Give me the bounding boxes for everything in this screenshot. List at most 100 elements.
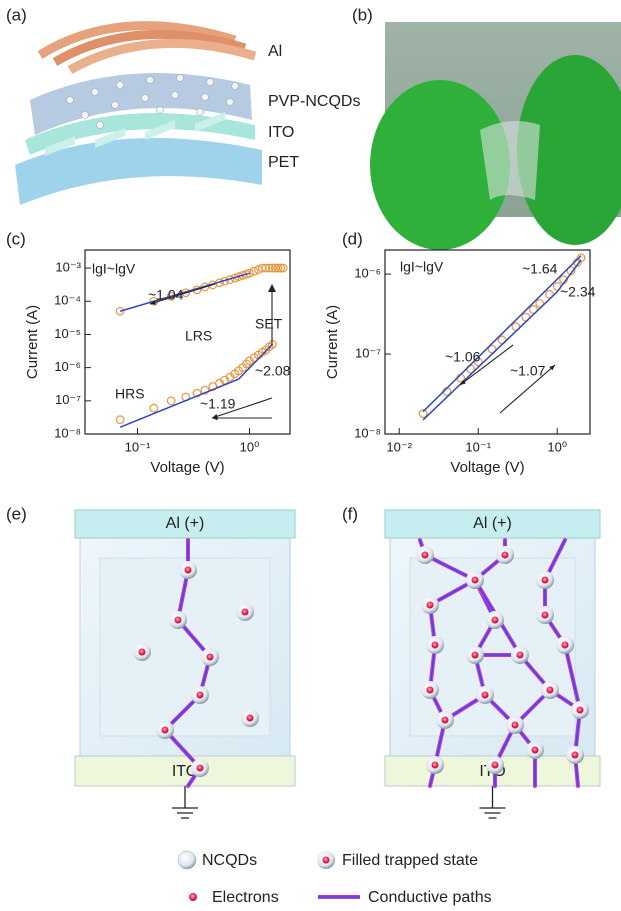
ground: [480, 786, 506, 818]
panel-label: (a): [6, 5, 27, 24]
legend-electron: [189, 893, 197, 901]
electron: [512, 722, 519, 729]
ncqd-dot: [207, 79, 214, 86]
electron: [472, 577, 479, 584]
arrow-head: [268, 284, 276, 292]
electron: [562, 642, 569, 649]
panel-label: (b): [352, 5, 373, 24]
electron: [207, 654, 214, 661]
electron: [427, 602, 434, 609]
electron: [532, 747, 539, 754]
legend-filled-core: [323, 857, 330, 864]
annotation: ~1.19: [200, 396, 236, 412]
ncqd-dot: [117, 82, 124, 89]
ncqd-dot: [92, 89, 99, 96]
electrode-label: Al (+): [166, 515, 205, 532]
ncqd-dot: [172, 92, 179, 99]
electron: [577, 707, 584, 714]
x-axis-label: Voltage (V): [450, 459, 524, 476]
ncqd-dot: [177, 75, 184, 82]
electron: [432, 762, 439, 769]
electron: [197, 765, 204, 772]
fit-line: [423, 256, 581, 412]
electron: [492, 617, 499, 624]
y-axis-label: Current (A): [324, 305, 341, 379]
electrode-label: Al (+): [473, 515, 512, 532]
electron: [422, 552, 429, 559]
electron: [185, 567, 192, 574]
electron: [139, 649, 146, 656]
legend-label: Filled trapped state: [342, 852, 478, 869]
ncqd-dot: [147, 77, 154, 84]
ncqd-dot: [142, 95, 149, 102]
data-point: [116, 307, 124, 315]
x-axis-label: Voltage (V): [150, 459, 224, 476]
figure: (a) (b) (c) (d) (e) (f) Al PVP-NCQDs ITO…: [0, 0, 621, 911]
y-tick-label: 10⁻⁴: [54, 293, 81, 308]
panel-label: (f): [342, 504, 358, 523]
electron: [547, 687, 554, 694]
y-tick-label: 10⁻⁷: [55, 392, 81, 407]
layer-label: Al: [268, 43, 282, 60]
ncqd-dot: [227, 99, 234, 106]
electron: [517, 652, 524, 659]
x-tick-label: 10⁰: [240, 439, 260, 454]
data-point: [150, 404, 158, 412]
y-tick-label: 10⁻⁶: [54, 359, 81, 374]
fit-line: [120, 273, 249, 311]
electron: [427, 687, 434, 694]
electron: [247, 715, 254, 722]
annotation: ~1.04: [148, 287, 184, 303]
data-point: [116, 416, 124, 424]
legend-label: Conductive paths: [368, 889, 492, 906]
y-tick-label: 10⁻⁸: [354, 425, 381, 440]
x-tick-label: 10⁻¹: [125, 439, 151, 454]
x-tick-label: 10⁻²: [386, 439, 412, 454]
electron: [162, 727, 169, 734]
ncqd-dot: [157, 107, 164, 114]
panel-label: (e): [6, 504, 27, 523]
y-tick-label: 10⁻⁷: [355, 345, 381, 360]
ncqd-dot: [232, 83, 239, 90]
layer-label: PVP-NCQDs: [268, 93, 360, 110]
panel-label: (d): [342, 229, 363, 248]
electron: [242, 609, 249, 616]
electron: [432, 642, 439, 649]
data-point: [167, 397, 175, 405]
annotation: ~2.34: [560, 284, 596, 300]
ncqd-dot: [112, 102, 119, 109]
legend-label: Electrons: [212, 889, 279, 906]
electron: [542, 612, 549, 619]
electron: [542, 577, 549, 584]
annotation: HRS: [115, 386, 145, 402]
annotation: ~1.64: [522, 261, 558, 277]
annotation: SET: [255, 316, 283, 332]
y-tick-label: 10⁻⁵: [54, 326, 81, 341]
legend-label: NCQDs: [202, 852, 257, 869]
y-axis-label: Current (A): [24, 305, 41, 379]
annotation: ~2.08: [255, 363, 291, 379]
annotation: lgI~lgV: [92, 261, 136, 277]
electron: [482, 692, 489, 699]
electron: [197, 692, 204, 699]
x-tick-label: 10⁰: [547, 439, 567, 454]
electron: [175, 617, 182, 624]
electron: [502, 552, 509, 559]
electron: [492, 762, 499, 769]
device-photo: [370, 22, 621, 250]
y-tick-label: 10⁻³: [55, 259, 81, 274]
flexible-device: [480, 121, 540, 200]
layer-label: ITO: [268, 124, 294, 141]
ncqd-dot: [67, 97, 74, 104]
electron: [442, 717, 449, 724]
ncqd-dot: [197, 109, 204, 116]
x-tick-label: 10⁻¹: [465, 439, 491, 454]
annotation: LRS: [185, 328, 212, 344]
y-tick-label: 10⁻⁶: [354, 266, 381, 281]
electron: [572, 752, 579, 759]
annotation: ~1.07: [510, 363, 546, 379]
annotation: ~1.06: [445, 349, 481, 365]
arrow-head: [212, 414, 218, 418]
panel-label: (c): [6, 229, 26, 248]
electron: [472, 652, 479, 659]
